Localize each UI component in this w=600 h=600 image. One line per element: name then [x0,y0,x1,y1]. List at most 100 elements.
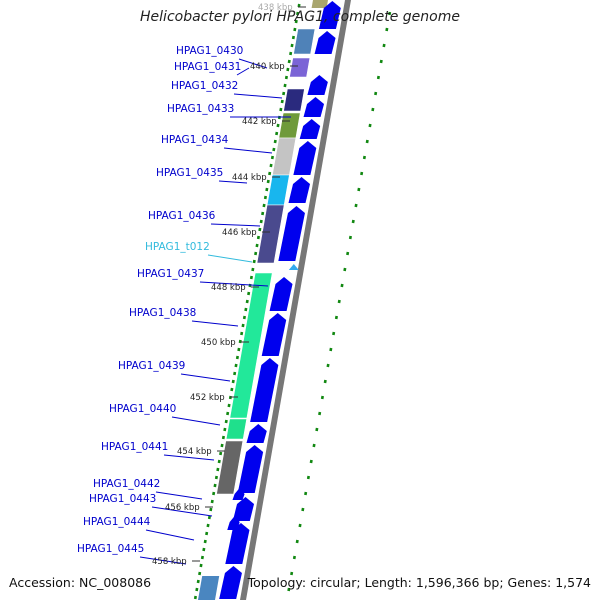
outer-dot-ring-1-dot [272,147,276,152]
forward-gene-arrow [269,277,293,311]
outer-dot-ring-1-dot [214,475,218,480]
feature-label: HPAG1_0443 [89,493,156,505]
feature-label: HPAG1_0441 [101,441,168,453]
forward-gene-arrow [299,119,321,139]
scale-label: 442 kbp [242,117,277,127]
leader-line [139,556,187,565]
outer-dot-ring-2-dot [329,347,333,352]
partial-gene-block [311,0,328,8]
forward-strand-arrows [219,1,341,599]
scale-label: 438 kbp [258,3,293,13]
outer-dot-ring-2-dot [337,299,341,304]
outer-dot-ring-1-dot [268,171,272,176]
gene-block [256,204,285,264]
outer-dot-ring-1-dot [283,83,287,88]
backbone-track [240,0,351,600]
outer-dot-ring-2-dot [357,187,361,192]
leader-line [210,223,261,227]
accession-text: Accession: NC_008086 [9,575,152,590]
outer-dot-ring-2-dot [334,315,338,320]
genome-summary-text: Topology: circular; Length: 1,596,366 bp… [247,575,591,590]
outer-dot-ring-1-dot [226,411,230,416]
trna-marker [288,264,299,270]
outer-dot-ring-1-dot [216,467,220,472]
backbone-line [240,0,351,600]
scale-labels: 438 kbp 440 kbp 442 kbp 444 kbp 446 kbp 448 k… [152,3,306,567]
outer-dot-ring-2-dot [298,523,302,528]
leader-line [155,491,203,500]
leader-line [171,416,221,426]
outer-dot-ring-2-dot [376,75,380,80]
feature-label: HPAG1_0440 [109,403,176,415]
outer-dot-ring-1-dot [199,563,203,568]
outer-dot-ring-1-dot [289,51,293,56]
label-leader-lines [139,58,291,565]
outer-dot-ring-1-dot [212,491,216,496]
outer-dot-ring-2-dot [379,59,383,64]
outer-dot-ring-2-dot [315,427,319,432]
gene-block [216,440,244,495]
outer-dot-ring-1-dot [294,19,298,24]
forward-gene-arrow [232,497,255,521]
forward-gene-arrow [237,445,264,493]
outer-dot-ring-1-dot [273,139,277,144]
outer-dot-ring-1-dot [258,227,262,232]
outer-dot-ring-2-dot [360,171,364,176]
outer-dot-ring-1-dot [290,43,294,48]
outer-dot-ring-1-dot [193,595,197,600]
feature-label: HPAG1_0436 [148,210,216,222]
outer-dot-ring-1-dot [269,163,273,168]
outer-dot-ring-1-dot [296,11,300,16]
outer-dot-ring-1-dot [217,459,221,464]
partial-gene-block [198,576,220,600]
outer-dot-ring-2-dot [306,475,310,480]
scale-label: 450 kbp [201,338,236,348]
outer-dot-ring-1-dot [203,539,207,544]
gene-block [229,272,273,419]
feature-labels: HPAG1_0430 HPAG1_0431 HPAG1_0432 HPAG1_0433… [77,45,243,555]
forward-gene-arrow [314,31,336,54]
outer-dot-ring-1-dot [265,187,269,192]
outer-dot-ring-1-dot [287,59,291,64]
outer-dot-ring-1-dot [235,355,239,360]
feature-label: HPAG1_0445 [77,543,144,555]
outer-dot-ring-1-dot [240,331,244,336]
outer-dot-ring-2-dot [385,27,389,32]
outer-dot-ring-2-dot [382,43,386,48]
outer-dot-ring-2-dot [374,91,378,96]
gene-block [266,174,290,206]
feature-label: HPAG1_0430 [176,45,243,57]
scale-label: 452 kbp [190,393,225,403]
outer-dot-ring-2-dot [326,363,330,368]
outer-dot-ring-1-dot [200,555,204,560]
map-title: Helicobacter pylori HPAG1, complete geno… [140,9,460,25]
outer-dot-ring-1-dot [210,499,214,504]
outer-dot-ring-1-dot [198,571,202,576]
outer-dot-ring-1-dot [220,443,224,448]
outer-dot-ring-1-dot [207,515,211,520]
feature-label: HPAG1_0433 [167,103,234,115]
outer-dot-ring-1-dot [231,379,235,384]
forward-gene-arrow [288,177,311,203]
outer-dot-ring-2-dot [371,107,375,112]
forward-gene-arrow [225,523,250,564]
outer-dot-ring-1-dot [209,507,213,512]
feature-label: HPAG1_0442 [93,478,160,490]
feature-label: HPAG1_0434 [161,134,229,146]
outer-dot-ring-1-dot [293,27,297,32]
leader-line [207,254,253,263]
forward-gene-arrow [318,1,341,29]
outer-dot-ring-2-dot [343,267,347,272]
outer-dot-ring-2-dot [354,203,358,208]
outer-dot-ring-2-dot [365,139,369,144]
outer-dot-ring-2-dot [351,219,355,224]
top-partial-feature [311,0,328,8]
outer-dot-ring-1-dot [241,323,245,328]
scale-label: 456 kbp [165,503,200,513]
gene-block [283,88,305,112]
outer-dot-ring-1-dot [195,587,199,592]
outer-dotted-rings [193,3,392,600]
outer-dot-ring-1-dot [213,483,217,488]
outer-dot-ring-2-dot [301,507,305,512]
outer-dot-ring-1-dot [249,275,253,280]
